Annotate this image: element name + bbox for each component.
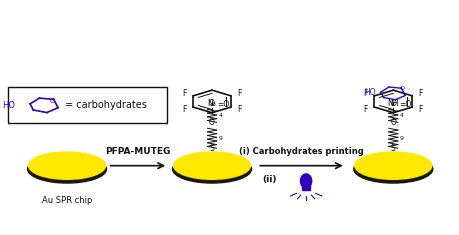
Text: O: O (50, 98, 55, 104)
Text: 9: 9 (219, 136, 223, 141)
Text: O: O (390, 118, 396, 127)
Text: S: S (391, 144, 396, 153)
Text: HO: HO (2, 101, 15, 110)
Text: HO: HO (364, 88, 376, 97)
Text: F: F (419, 89, 423, 98)
Bar (302, 185, 310, 190)
Text: PFPA-MUTEG: PFPA-MUTEG (105, 147, 171, 156)
Text: =O: =O (218, 100, 230, 109)
Text: NH: NH (387, 99, 399, 108)
Text: N₃: N₃ (207, 99, 217, 108)
Text: F: F (419, 105, 423, 114)
Text: F: F (237, 105, 242, 114)
Text: 9: 9 (400, 136, 404, 141)
FancyBboxPatch shape (8, 87, 167, 123)
Text: F: F (237, 89, 242, 98)
Ellipse shape (174, 152, 251, 179)
Text: O: O (400, 86, 405, 91)
Ellipse shape (28, 152, 106, 179)
Ellipse shape (300, 174, 312, 188)
Text: 4: 4 (219, 114, 223, 118)
Text: Au SPR chip: Au SPR chip (42, 196, 92, 205)
Ellipse shape (354, 155, 433, 183)
Text: F: F (364, 105, 368, 114)
Text: (i) Carbohydrates printing: (i) Carbohydrates printing (239, 147, 364, 156)
Text: F: F (182, 89, 187, 98)
Text: 4: 4 (400, 114, 404, 118)
Text: O: O (209, 118, 215, 127)
Ellipse shape (28, 155, 106, 183)
Text: O: O (209, 99, 215, 108)
Text: S: S (210, 144, 214, 153)
Text: =O: =O (399, 100, 411, 109)
Text: O: O (390, 99, 396, 108)
Text: F: F (182, 105, 187, 114)
Text: = carbohydrates: = carbohydrates (65, 100, 147, 110)
Text: (ii): (ii) (262, 175, 276, 184)
Ellipse shape (173, 155, 252, 183)
Text: F: F (364, 89, 368, 98)
Ellipse shape (355, 152, 432, 179)
